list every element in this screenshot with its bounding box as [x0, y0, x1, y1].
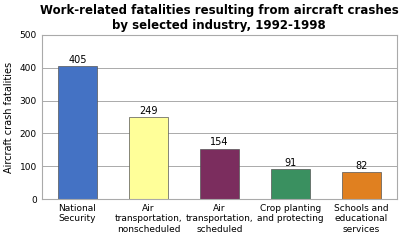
Text: 91: 91: [284, 158, 296, 168]
Text: 249: 249: [139, 106, 158, 116]
Bar: [58, 66, 97, 199]
Title: Work-related fatalities resulting from aircraft crashes
by selected industry, 19: Work-related fatalities resulting from a…: [40, 4, 399, 32]
Bar: [271, 169, 310, 199]
Bar: [342, 172, 381, 199]
Text: 154: 154: [210, 137, 229, 147]
Bar: [129, 117, 168, 199]
Text: 82: 82: [355, 161, 367, 171]
Bar: [200, 149, 239, 199]
Text: 405: 405: [68, 55, 87, 65]
Y-axis label: Aircraft crash fatalities: Aircraft crash fatalities: [4, 61, 14, 173]
